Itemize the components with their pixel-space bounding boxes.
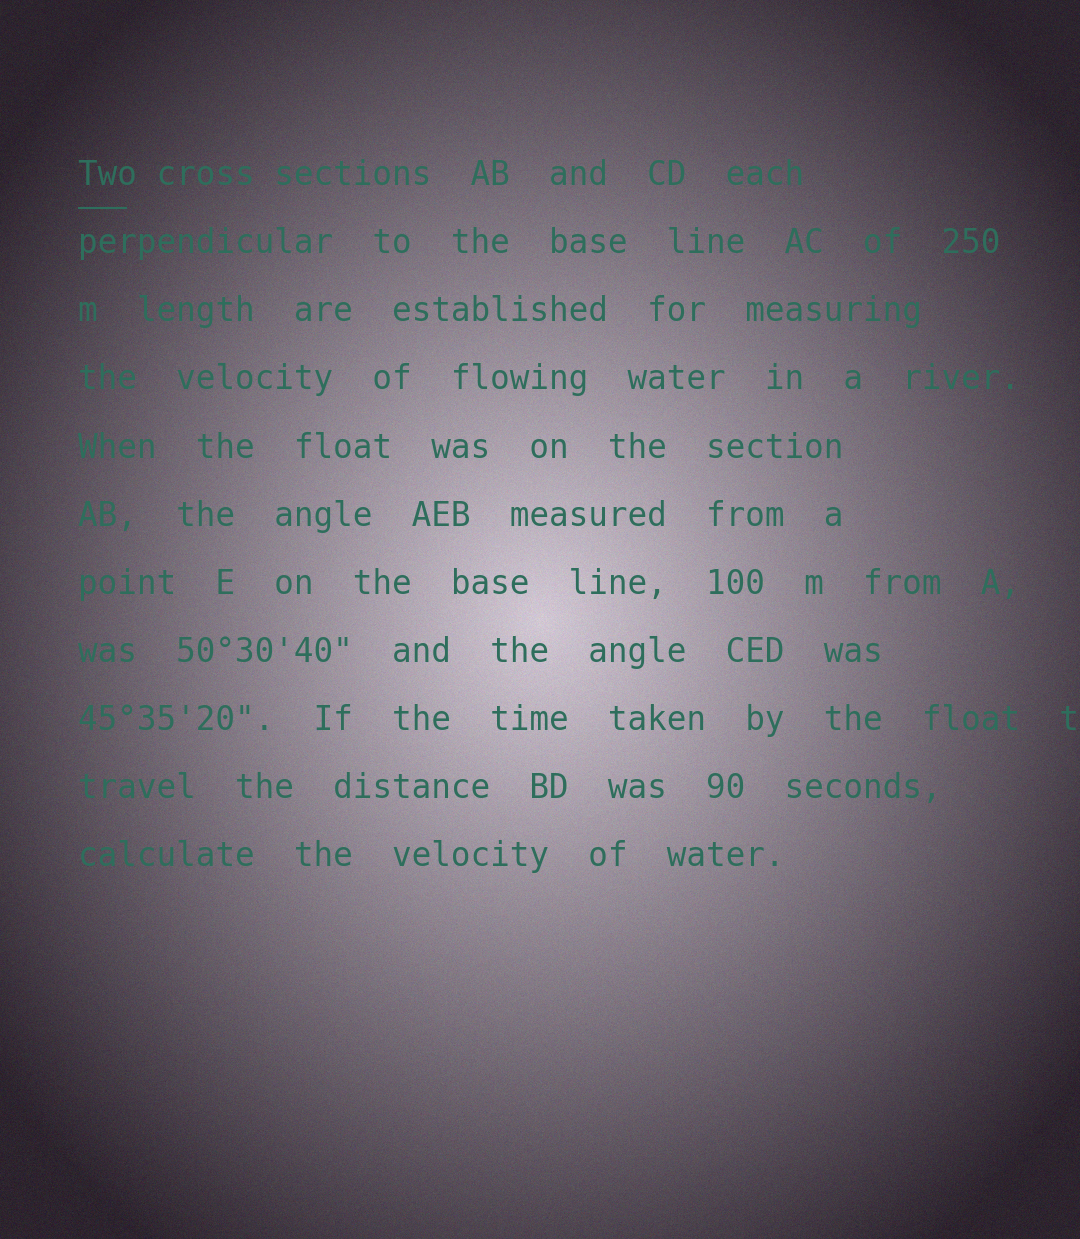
Text: m  length  are  established  for  measuring: m length are established for measuring [78, 295, 921, 328]
Text: the  velocity  of  flowing  water  in  a  river.: the velocity of flowing water in a river… [78, 363, 1020, 396]
Text: was  50°30'40"  and  the  angle  CED  was: was 50°30'40" and the angle CED was [78, 636, 882, 669]
Text: calculate  the  velocity  of  water.: calculate the velocity of water. [78, 840, 784, 873]
Text: 45°35'20".  If  the  time  taken  by  the  float  to: 45°35'20". If the time taken by the floa… [78, 704, 1080, 737]
Text: Two cross sections  AB  and  CD  each: Two cross sections AB and CD each [78, 159, 804, 192]
Text: travel  the  distance  BD  was  90  seconds,: travel the distance BD was 90 seconds, [78, 772, 942, 805]
Text: When  the  float  was  on  the  section: When the float was on the section [78, 431, 843, 465]
Text: point  E  on  the  base  line,  100  m  from  A,: point E on the base line, 100 m from A, [78, 567, 1020, 601]
Text: perpendicular  to  the  base  line  AC  of  250: perpendicular to the base line AC of 250 [78, 227, 1000, 260]
Text: AB,  the  angle  AEB  measured  from  a: AB, the angle AEB measured from a [78, 499, 843, 533]
